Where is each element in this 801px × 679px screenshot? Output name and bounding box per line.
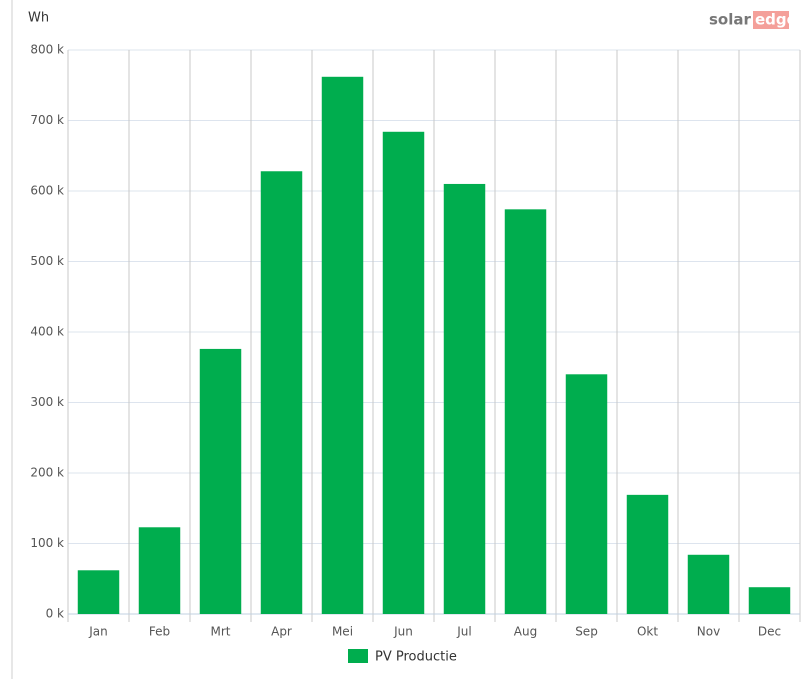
y-tick-label: 400 k [30, 325, 64, 339]
bar [199, 348, 242, 614]
y-tick-label: 200 k [30, 466, 64, 480]
legend-label: PV Productie [375, 650, 457, 665]
y-tick-label: 800 k [30, 43, 64, 57]
x-tick-label: Aug [514, 625, 537, 639]
x-tick-label: Jun [393, 625, 413, 639]
x-tick-label: Mei [332, 625, 353, 639]
x-tick-label: Okt [637, 625, 658, 639]
y-tick-label: 300 k [30, 395, 64, 409]
y-tick-label: 500 k [30, 254, 64, 268]
bar [382, 131, 425, 614]
logo: solar edge [709, 11, 797, 29]
bar [138, 527, 181, 614]
x-tick-label: Feb [149, 625, 170, 639]
bar [260, 171, 303, 614]
x-tick-label: Nov [697, 625, 720, 639]
x-tick-label: Sep [575, 625, 598, 639]
y-tick-label: 600 k [30, 184, 64, 198]
x-tick-label: Jul [456, 625, 471, 639]
logo-box [753, 11, 789, 29]
bar [77, 570, 120, 614]
y-axis-label: Wh [28, 11, 49, 26]
x-tick-label: Apr [271, 625, 292, 639]
bar [504, 209, 547, 614]
x-tick-label: Mrt [211, 625, 231, 639]
legend-swatch [348, 649, 368, 663]
y-tick-label: 100 k [30, 536, 64, 550]
bar [443, 183, 486, 614]
bar [565, 374, 608, 614]
logo-edge: edge [755, 11, 797, 29]
bar [687, 554, 730, 614]
bar [321, 76, 364, 615]
x-tick-label: Dec [758, 625, 781, 639]
y-tick-label: 0 k [46, 607, 64, 621]
x-tick-label: Jan [88, 625, 108, 639]
bar [626, 494, 669, 614]
y-tick-label: 700 k [30, 113, 64, 127]
logo-solar: solar [709, 11, 751, 29]
bar [748, 587, 791, 614]
